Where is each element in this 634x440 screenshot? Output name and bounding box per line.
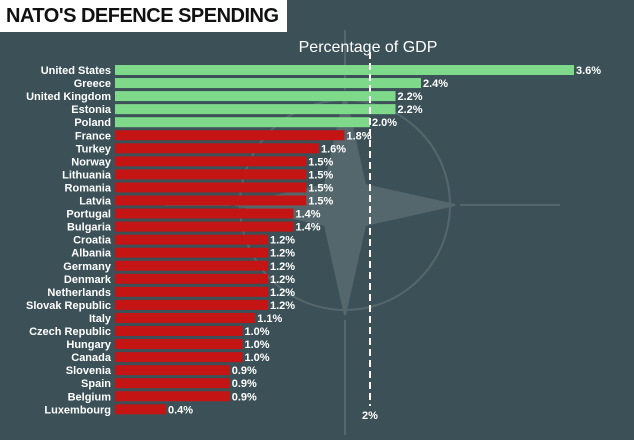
value-label: 1.2%	[270, 235, 295, 247]
bar-norway	[115, 156, 307, 167]
bar-czech-republic	[115, 326, 243, 336]
bar-estonia	[115, 104, 396, 115]
value-label: 3.6%	[576, 65, 601, 77]
category-label: Germany	[63, 261, 112, 273]
bar-denmark	[115, 273, 268, 284]
value-label: 2.2%	[398, 104, 423, 116]
bar-portugal	[115, 208, 294, 219]
category-label: Estonia	[71, 104, 112, 116]
value-label: 1.5%	[308, 156, 333, 168]
value-label: 1.2%	[270, 287, 295, 299]
value-label: 1.4%	[296, 222, 321, 234]
value-label: 1.4%	[296, 209, 321, 221]
category-label: United States	[41, 65, 111, 77]
bar-turkey	[115, 143, 319, 154]
value-label: 0.9%	[232, 391, 257, 403]
bar-luxembourg	[115, 404, 166, 415]
value-label: 2.4%	[423, 78, 448, 90]
category-label: Portugal	[66, 209, 111, 221]
category-label: Lithuania	[62, 169, 112, 181]
value-label: 1.0%	[245, 339, 270, 351]
bar-italy	[115, 312, 256, 323]
reference-line-label: 2%	[362, 410, 378, 422]
value-label: 1.2%	[270, 274, 295, 286]
value-label: 0.9%	[232, 378, 257, 390]
bar-france	[115, 130, 345, 141]
value-label: 1.8%	[347, 130, 372, 142]
category-label: United Kingdom	[26, 91, 111, 103]
value-label: 0.4%	[168, 404, 193, 416]
category-label: Croatia	[73, 235, 112, 247]
category-label: Latvia	[79, 196, 112, 208]
bar-slovak-republic	[115, 299, 268, 310]
value-label: 1.5%	[308, 196, 333, 208]
category-label: Norway	[71, 156, 112, 168]
value-label: 0.9%	[232, 365, 257, 377]
bar-poland	[115, 117, 370, 128]
category-label: Netherlands	[47, 287, 111, 299]
bar-germany	[115, 260, 268, 271]
bar-latvia	[115, 195, 307, 206]
value-label: 1.0%	[245, 326, 270, 338]
bar-belgium	[115, 391, 230, 402]
bar-croatia	[115, 234, 268, 245]
bar-romania	[115, 182, 307, 193]
category-label: Belgium	[68, 391, 112, 403]
bar-bulgaria	[115, 221, 294, 232]
bar-greece	[115, 78, 421, 89]
nato-emblem-watermark	[165, 30, 560, 435]
category-label: Italy	[89, 313, 112, 325]
category-label: Greece	[74, 78, 111, 90]
category-label: Luxembourg	[44, 404, 111, 416]
category-label: Albania	[71, 248, 112, 260]
category-label: Slovak Republic	[26, 300, 111, 312]
category-label: Slovenia	[66, 365, 112, 377]
category-label: Turkey	[76, 143, 112, 155]
value-label: 1.2%	[270, 248, 295, 260]
value-label: 2.0%	[372, 117, 397, 129]
value-label: 1.1%	[257, 313, 282, 325]
chart-title: NATO'S DEFENCE SPENDING	[0, 0, 287, 32]
bar-united-kingdom	[115, 91, 396, 102]
value-label: 1.2%	[270, 261, 295, 273]
value-label: 1.5%	[308, 169, 333, 181]
value-label: 1.5%	[308, 182, 333, 194]
value-label: 1.0%	[245, 352, 270, 364]
category-label: Czech Republic	[29, 326, 111, 338]
bar-slovenia	[115, 365, 230, 376]
value-label: 1.6%	[321, 143, 346, 155]
bar-lithuania	[115, 169, 307, 180]
category-label: Romania	[65, 182, 112, 194]
value-label: 2.2%	[398, 91, 423, 103]
category-label: France	[75, 130, 111, 142]
value-label: 1.2%	[270, 300, 295, 312]
bar-hungary	[115, 339, 243, 350]
bar-spain	[115, 378, 230, 389]
category-label: Poland	[74, 117, 111, 129]
bar-canada	[115, 352, 243, 363]
bar-united-states	[115, 65, 574, 75]
category-label: Denmark	[64, 274, 112, 286]
bar-albania	[115, 247, 268, 258]
category-label: Bulgaria	[67, 222, 112, 234]
category-label: Spain	[81, 378, 111, 390]
category-label: Hungary	[66, 339, 112, 351]
bar-netherlands	[115, 286, 268, 297]
axis-label-x: Percentage of GDP	[299, 39, 438, 56]
category-label: Canada	[71, 352, 112, 364]
